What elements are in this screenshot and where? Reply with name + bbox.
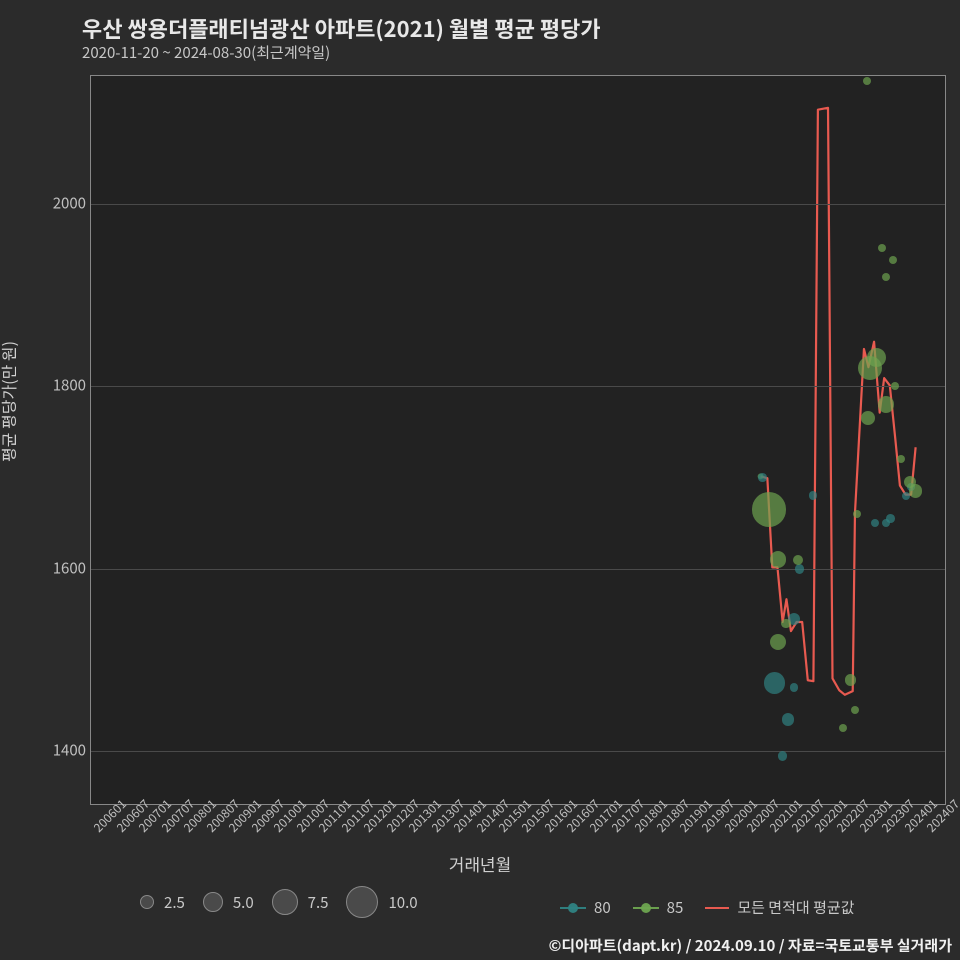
legend-dot-icon [568,903,578,913]
bubble-85 [839,724,847,732]
y-axis-label: 평균 평당가(만 원) [0,341,20,462]
bubble-85 [863,77,871,85]
color-legend-label: 85 [667,897,684,918]
size-legend-label: 2.5 [164,892,185,913]
bubble-85 [878,244,886,252]
bubble-80 [882,519,890,527]
size-legend-label: 7.5 [308,892,329,913]
plot-panel [90,75,946,805]
chart-subtitle: 2020-11-20 ~ 2024-08-30(최근계약일) [82,42,330,63]
color-legend-item: 80 [560,897,611,918]
bubble-80 [809,491,818,500]
bubble-85 [878,396,894,412]
bubble-85 [752,492,787,527]
legend-dot-icon [641,903,651,913]
y-tick-label: 1800 [53,375,86,396]
y-tick-label: 1600 [53,557,86,578]
bubble-80 [907,483,915,491]
bubble-80 [790,683,799,692]
bubble-85 [793,555,803,565]
bubble-85 [853,510,861,518]
size-legend-circle [203,892,223,912]
bubble-80 [758,473,767,482]
color-legend-item: 85 [633,897,684,918]
y-tick-label: 1400 [53,740,86,761]
size-legend-item: 7.5 [272,889,329,915]
x-axis-label: 거래년월 [0,851,960,876]
bubble-85 [851,706,859,714]
bubble-85 [889,256,897,264]
size-legend-label: 5.0 [233,892,254,913]
size-legend-circle [272,889,298,915]
bubble-85 [858,356,882,380]
bubble-85 [781,619,791,629]
bubble-80 [778,751,788,761]
size-legend-label: 10.0 [388,892,417,913]
bubble-85 [904,476,917,489]
bubble-85 [861,411,875,425]
bubble-85 [770,634,786,650]
color-legend-label: 80 [594,897,611,918]
size-legend-item: 2.5 [140,892,185,913]
size-legend: 2.5 5.0 7.5 10.0 [140,886,418,918]
legend-line-icon [705,907,729,909]
size-legend-circle [346,886,378,918]
bubble-80 [902,492,910,500]
chart-title: 우산 쌍용더플래티넘광산 아파트(2021) 월별 평균 평당가 [82,12,601,44]
size-legend-item: 10.0 [346,886,417,918]
avg-line [761,108,916,695]
bubble-80 [788,613,801,626]
bubble-80 [782,713,795,726]
avg-line-svg [91,76,945,804]
size-legend-item: 5.0 [203,892,254,913]
color-legend: 80 85 모든 면적대 평균값 [560,897,854,918]
bubble-85 [845,674,856,685]
bubble-80 [871,519,879,527]
bubble-85 [882,273,890,281]
color-legend-label: 모든 면적대 평균값 [737,897,854,918]
color-legend-item: 모든 면적대 평균값 [705,897,854,918]
bubble-85 [770,551,786,567]
bubble-80 [886,514,895,523]
bubble-85 [909,484,923,498]
credit-text: ©디아파트(dapt.kr) / 2024.09.10 / 자료=국토교통부 실… [549,935,952,956]
bubble-85 [867,348,886,367]
bubble-85 [897,455,905,463]
size-legend-circle [140,895,154,909]
y-tick-label: 2000 [53,192,86,213]
bubble-80 [764,672,786,694]
